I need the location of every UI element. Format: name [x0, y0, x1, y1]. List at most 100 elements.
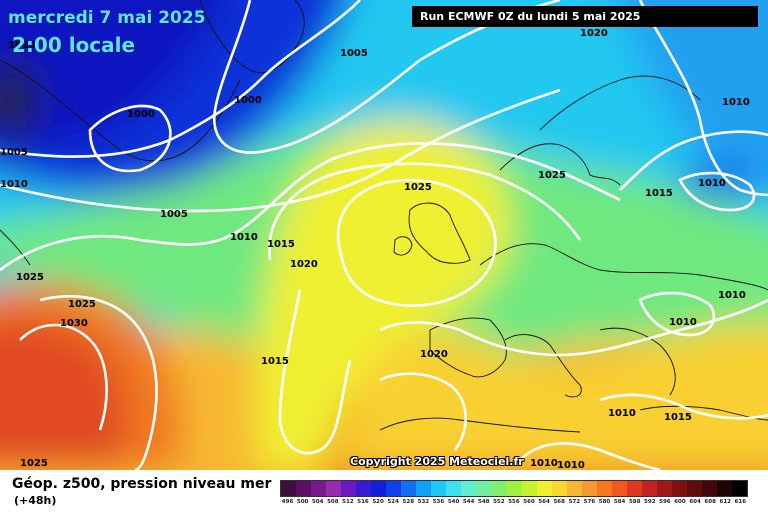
color-swatch: [446, 481, 462, 496]
scale-tick-label: 500: [296, 499, 309, 505]
isobar-label: 1020: [290, 259, 318, 270]
color-swatch: [581, 481, 597, 496]
color-swatch: [371, 481, 387, 496]
color-swatch: [671, 481, 687, 496]
color-swatch: [626, 481, 642, 496]
scale-tick-label: 536: [432, 499, 445, 505]
isobar-label: 1025: [68, 299, 96, 310]
scale-tick-label: 576: [583, 499, 596, 505]
color-swatch: [596, 481, 612, 496]
color-swatch: [356, 481, 372, 496]
scale-tick-label: 516: [357, 499, 369, 505]
isobars: [0, 0, 768, 470]
color-swatch: [656, 481, 672, 496]
scale-tick-label: 580: [598, 499, 611, 505]
geopotential-field: [0, 0, 768, 470]
scale-tick-label: 564: [538, 499, 550, 505]
color-swatch: [716, 481, 732, 496]
scale-tick-label: 600: [674, 499, 686, 505]
color-swatch: [311, 481, 327, 496]
scale-tick-label: 612: [719, 499, 731, 505]
isobar-label: 1020: [8, 40, 36, 51]
color-swatch: [491, 481, 507, 496]
color-scale-ticks: 496 500 504 508 512 516 520 524 528 532 536 540 544 5…: [280, 499, 748, 505]
isobar-label: 1015: [261, 356, 289, 367]
isobar-label: 1010: [669, 317, 697, 328]
isobar-label: 1025: [16, 272, 44, 283]
scale-tick-label: 592: [644, 499, 656, 505]
color-swatch: [551, 481, 567, 496]
color-swatch: [431, 481, 447, 496]
weather-map: 1020 1005 1000 1000 1005 1010 1005 1010 …: [0, 0, 768, 470]
scale-tick-label: 604: [689, 499, 701, 505]
scale-tick-label: 548: [478, 499, 490, 505]
color-swatch: [701, 481, 717, 496]
color-swatch: [476, 481, 492, 496]
isobar-label: 1010: [608, 408, 636, 419]
scale-tick-label: 540: [447, 499, 460, 505]
isobar-label: 1025: [20, 458, 48, 469]
isobar-label: 1010: [698, 178, 726, 189]
color-swatch: [386, 481, 402, 496]
color-scale: [280, 480, 748, 497]
scale-tick-label: 512: [342, 499, 354, 505]
isobar-label: 1020: [580, 28, 608, 39]
isobar-label: 1010: [0, 179, 28, 190]
copyright-notice: Copyright 2025 Meteociel.fr: [350, 455, 524, 468]
color-swatch: [641, 481, 657, 496]
isobar-label: 1005: [0, 147, 28, 158]
scale-tick-label: 508: [327, 499, 339, 505]
color-swatch: [686, 481, 702, 496]
isobar-label: 1010: [722, 97, 750, 108]
scale-tick-label: 528: [402, 499, 415, 505]
scale-tick-label: 552: [493, 499, 505, 505]
isobar-label: 1030: [60, 318, 88, 329]
legend-lead-time: (+48h): [14, 494, 57, 507]
scale-tick-label: 544: [462, 499, 475, 505]
isobar-label: 1025: [404, 182, 432, 193]
scale-tick-label: 560: [523, 499, 535, 505]
scale-tick-label: 496: [281, 499, 294, 505]
color-swatch: [506, 481, 522, 496]
scale-tick-label: 504: [311, 499, 324, 505]
scale-tick-label: 556: [508, 499, 520, 505]
run-info: Run ECMWF 0Z du lundi 5 mai 2025: [412, 6, 758, 27]
isobar-label: 1000: [234, 95, 262, 106]
color-swatch: [566, 481, 582, 496]
legend-title: Géop. z500, pression niveau mer: [12, 476, 272, 492]
scale-tick-label: 616: [734, 499, 747, 505]
color-swatch: [281, 481, 297, 496]
isobar-label: 1020: [420, 349, 448, 360]
color-swatch: [731, 481, 747, 496]
isobar-label: 1015: [664, 412, 692, 423]
scale-tick-label: 584: [613, 499, 626, 505]
scale-tick-label: 572: [568, 499, 581, 505]
isobar-label: 1005: [160, 209, 188, 220]
scale-tick-label: 524: [387, 499, 399, 505]
color-swatch: [611, 481, 627, 496]
color-swatch: [326, 481, 342, 496]
isobar-label: 1015: [267, 239, 295, 250]
color-swatch: [461, 481, 477, 496]
scale-tick-label: 520: [372, 499, 384, 505]
color-swatch: [296, 481, 312, 496]
isobar-label: 1025: [538, 170, 566, 181]
isobar-label: 1015: [645, 188, 673, 199]
scale-tick-label: 532: [417, 499, 430, 505]
isobar-label: 1000: [127, 109, 155, 120]
isobar-label: 1010: [530, 458, 558, 469]
isobar-label: 1005: [340, 48, 368, 59]
scale-tick-label: 588: [628, 499, 641, 505]
scale-tick-label: 608: [704, 499, 716, 505]
legend-footer: Géop. z500, pression niveau mer (+48h) 4…: [0, 470, 768, 512]
forecast-time: 2:00 locale: [12, 33, 136, 57]
isobar-label: 1010: [718, 290, 746, 301]
scale-tick-label: 596: [659, 499, 671, 505]
isobar-label: 1010: [557, 460, 585, 470]
color-swatch: [521, 481, 537, 496]
color-swatch: [341, 481, 357, 496]
color-swatch: [416, 481, 432, 496]
isobar-label: 1010: [230, 232, 258, 243]
color-swatch: [401, 481, 417, 496]
